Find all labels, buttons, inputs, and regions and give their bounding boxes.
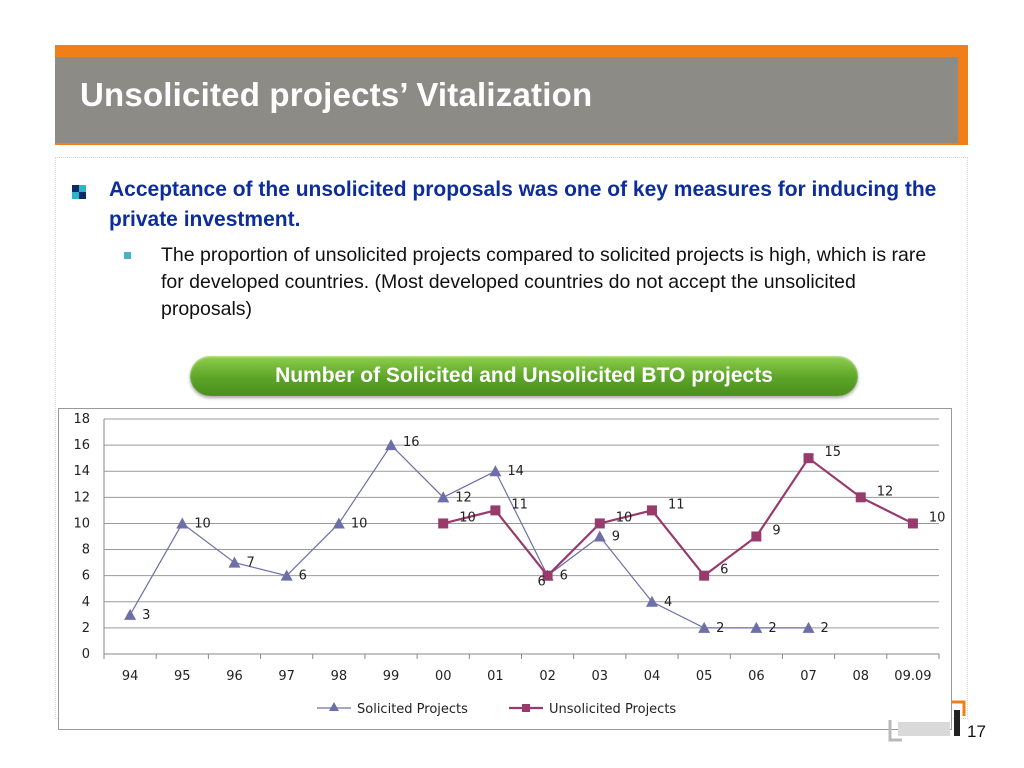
data-label: 6 (720, 563, 728, 578)
y-tick-label: 8 (82, 543, 90, 558)
legend-label: Solicited Projects (357, 702, 468, 717)
data-point-triangle (280, 569, 293, 581)
kdi-logo-icon (888, 700, 966, 742)
data-point-triangle (750, 621, 763, 633)
data-label: 4 (664, 595, 672, 610)
y-tick-label: 6 (82, 569, 90, 584)
data-point-square (751, 531, 762, 542)
data-label: 11 (668, 497, 685, 512)
data-point-triangle (176, 517, 189, 529)
data-point-triangle (593, 530, 606, 542)
data-label: 14 (507, 464, 524, 479)
data-label: 6 (299, 569, 307, 584)
legend-label: Unsolicited Projects (549, 702, 676, 717)
legend-marker-square (522, 704, 530, 712)
chart-banner: Number of Solicited and Unsolicited BTO … (190, 356, 858, 396)
data-point-square (855, 492, 866, 503)
data-label: 3 (142, 608, 150, 623)
data-point-triangle (489, 465, 502, 477)
data-point-square (438, 518, 449, 529)
data-point-triangle (385, 439, 398, 451)
line-chart: 0 2 4 6 8 10 12 14 16 18 94 95 96 97 98 99 00 01 02 03 04 05 0… (58, 408, 952, 730)
data-label: 2 (821, 621, 829, 636)
title-band (55, 57, 958, 143)
data-point-square (907, 518, 918, 529)
x-tick-label: 95 (174, 669, 191, 684)
x-tick-label: 04 (644, 669, 661, 684)
data-label: 6 (560, 569, 568, 584)
y-tick-label: 14 (73, 464, 90, 479)
y-tick-label: 18 (73, 412, 90, 427)
bullet-sub-point: The proportion of unsolicited projects c… (161, 244, 927, 320)
y-tick-label: 16 (73, 438, 90, 453)
x-tick-label: 98 (331, 669, 348, 684)
data-label: 11 (511, 497, 528, 512)
square-bullet-icon (72, 185, 86, 199)
data-label: 7 (246, 556, 254, 571)
y-tick-label: 10 (73, 516, 90, 531)
x-tick-label: 08 (852, 669, 869, 684)
y-tick-label: 2 (82, 621, 90, 636)
data-label: 9 (612, 530, 620, 545)
x-tick-label: 02 (539, 669, 556, 684)
data-point-square (803, 453, 814, 464)
x-tick-label: 97 (278, 669, 295, 684)
y-tick-label: 0 (82, 647, 90, 662)
x-tick-label: 09.09 (894, 669, 931, 684)
x-tick-label: 06 (748, 669, 765, 684)
data-label: 10 (929, 510, 946, 525)
x-tick-label: 01 (487, 669, 504, 684)
legend-marker-triangle (329, 702, 339, 711)
data-point-triangle (228, 556, 241, 568)
x-tick-label: 94 (122, 669, 139, 684)
data-label: 9 (772, 524, 780, 539)
x-tick-label: 99 (383, 669, 400, 684)
series-line-1 (129, 444, 809, 629)
y-tick-label: 4 (82, 595, 90, 610)
page-number: 17 (967, 722, 986, 741)
data-point-triangle (332, 517, 345, 529)
data-label: 12 (455, 490, 472, 505)
data-label: 12 (877, 484, 894, 499)
data-point-square (699, 570, 710, 581)
data-point-triangle (437, 491, 450, 503)
data-point-square (542, 570, 553, 581)
x-tick-label: 05 (696, 669, 713, 684)
data-label: 16 (403, 435, 420, 450)
x-tick-label: 03 (592, 669, 609, 684)
data-point-triangle (645, 595, 658, 607)
data-label: 10 (459, 510, 476, 525)
data-point-square (490, 505, 501, 516)
data-point-square (594, 518, 605, 529)
slide-title: Unsolicited projects’ Vitalization (80, 76, 593, 113)
bullet-main-point: Acceptance of the unsolicited proposals … (109, 178, 937, 231)
data-point-triangle (698, 621, 711, 633)
data-point-square (646, 505, 657, 516)
data-point-triangle (802, 621, 815, 633)
x-tick-label: 96 (226, 669, 243, 684)
data-label: 2 (716, 621, 724, 636)
series-line-2 (442, 456, 914, 578)
x-tick-label: 00 (435, 669, 452, 684)
data-label: 10 (351, 516, 368, 531)
data-label: 10 (616, 510, 633, 525)
x-tick-label: 07 (800, 669, 817, 684)
data-label: 2 (768, 621, 776, 636)
small-square-bullet-icon (124, 252, 131, 259)
data-label: 15 (825, 445, 842, 460)
data-label: 10 (194, 516, 211, 531)
data-point-triangle (124, 608, 137, 620)
y-tick-label: 12 (73, 490, 90, 505)
data-label: 6 (537, 575, 545, 590)
